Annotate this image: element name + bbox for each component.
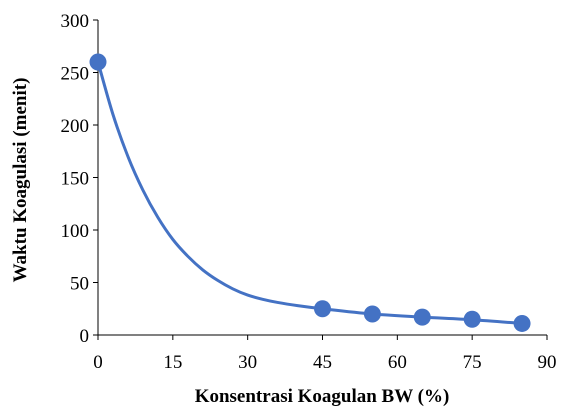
x-tick-label: 15 xyxy=(163,352,182,373)
y-tick-label: 200 xyxy=(61,116,90,137)
data-points xyxy=(89,53,531,332)
data-point xyxy=(363,305,381,323)
axes xyxy=(97,20,547,336)
data-point xyxy=(463,310,481,328)
data-point xyxy=(314,300,331,318)
y-tick-label: 0 xyxy=(80,326,90,347)
y-tick-label: 300 xyxy=(61,11,90,32)
y-tick-label: 150 xyxy=(61,169,90,190)
y-axis-title: Waktu Koagulasi (menit) xyxy=(10,78,31,283)
x-tick-label: 90 xyxy=(538,352,557,373)
x-tick-label: 30 xyxy=(238,352,257,373)
x-tick-label: 45 xyxy=(313,352,332,373)
data-point xyxy=(413,308,431,326)
data-point xyxy=(89,53,107,71)
x-tick-label: 75 xyxy=(463,352,482,373)
y-axis-ticks: 0 50 100 150 200 250 300 xyxy=(61,11,98,347)
y-tick-label: 50 xyxy=(70,274,89,295)
y-tick-label: 250 xyxy=(61,64,90,85)
x-axis-title: Konsentrasi Koagulan BW (%) xyxy=(195,386,450,407)
trendline xyxy=(96,60,524,325)
x-tick-label: 0 xyxy=(93,352,103,373)
trendline-curve xyxy=(96,60,524,325)
x-tick-label: 60 xyxy=(388,352,407,373)
y-tick-label: 100 xyxy=(61,221,90,242)
data-point xyxy=(513,314,531,332)
x-axis-ticks: 0 15 30 45 60 75 90 xyxy=(93,335,557,373)
